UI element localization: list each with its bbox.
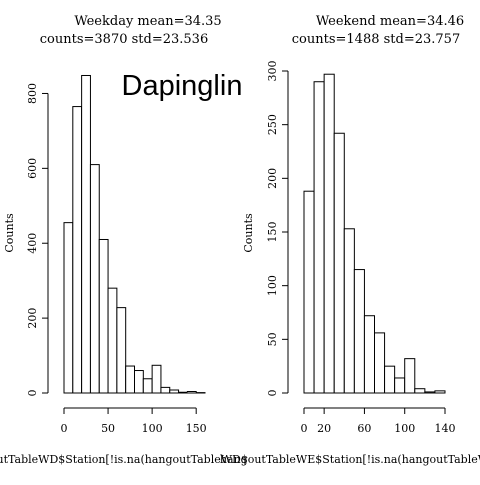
- weekday-subtitle: counts=3870 std=23.536: [40, 32, 208, 47]
- weekday-x-axis-label: hangoutTableWD$Station[!is.na(hangoutTab…: [0, 453, 248, 466]
- weekday-bar-1: [73, 107, 82, 393]
- weekday-x-axis: 0 50 100 150: [61, 408, 207, 435]
- weekend-title: Weekend mean=34.46: [316, 14, 464, 29]
- weekend-y-axis: 0 50 100 150 200 250 300: [266, 61, 288, 397]
- y-tick-label: 50: [266, 332, 279, 346]
- weekday-bar-9: [143, 379, 152, 393]
- weekend-bar-9: [395, 378, 405, 393]
- y-tick-label: 400: [26, 233, 39, 254]
- weekend-bars: [304, 74, 445, 393]
- y-tick-label: 0: [26, 390, 39, 397]
- weekend-bar-11: [415, 389, 425, 393]
- y-tick-label: 100: [266, 275, 279, 296]
- weekday-bar-4: [99, 239, 108, 393]
- weekday-y-axis-label: Counts: [3, 213, 16, 253]
- weekday-bar-12: [170, 390, 179, 393]
- y-tick-label: 600: [26, 158, 39, 179]
- weekend-bar-6: [364, 316, 374, 393]
- x-tick-label: 100: [394, 422, 415, 435]
- weekend-bar-13: [435, 391, 445, 393]
- weekend-bar-1: [314, 82, 324, 393]
- weekday-bar-5: [108, 288, 117, 393]
- x-tick-label: 140: [435, 422, 456, 435]
- weekend-x-axis: 0 20 60 100 140: [301, 408, 456, 435]
- weekend-subtitle: counts=1488 std=23.757: [292, 32, 460, 47]
- weekday-bars: [64, 75, 205, 393]
- y-tick-label: 0: [266, 390, 279, 397]
- x-tick-label: 60: [357, 422, 371, 435]
- weekend-bar-3: [334, 133, 344, 393]
- weekday-bar-0: [64, 223, 73, 393]
- weekday-bar-11: [161, 387, 170, 393]
- weekday-bar-7: [126, 366, 135, 393]
- x-tick-label: 150: [186, 422, 207, 435]
- x-tick-label: 50: [101, 422, 115, 435]
- weekday-bar-13: [179, 392, 188, 393]
- weekend-bar-0: [304, 191, 314, 393]
- x-tick-label: 0: [301, 422, 308, 435]
- x-tick-label: 20: [317, 422, 331, 435]
- y-tick-label: 300: [266, 61, 279, 82]
- weekend-bar-8: [385, 366, 395, 393]
- weekend-bar-4: [344, 229, 354, 393]
- weekday-bar-8: [135, 371, 144, 393]
- y-tick-label: 800: [26, 83, 39, 104]
- weekday-bar-14: [187, 392, 196, 394]
- weekday-bar-3: [90, 165, 99, 393]
- weekday-title: Weekday mean=34.35: [74, 14, 221, 29]
- y-tick-label: 250: [266, 114, 279, 135]
- weekend-bar-10: [405, 359, 415, 393]
- weekday-bar-6: [117, 308, 126, 393]
- weekday-bar-10: [152, 365, 161, 393]
- weekend-bar-7: [375, 333, 385, 393]
- weekend-x-axis-label: hangoutTableWE$Station[!is.na(hangoutTab…: [220, 453, 480, 466]
- weekday-bar-2: [82, 75, 91, 393]
- weekend-y-axis-label: Counts: [242, 213, 255, 253]
- y-tick-label: 200: [266, 168, 279, 189]
- weekend-bar-5: [354, 270, 364, 393]
- x-tick-label: 100: [142, 422, 163, 435]
- x-tick-label: 0: [61, 422, 68, 435]
- y-tick-label: 200: [26, 308, 39, 329]
- watermark-text: Dapinglin: [122, 70, 243, 102]
- weekend-bar-12: [425, 392, 435, 393]
- y-tick-label: 150: [266, 222, 279, 243]
- weekend-bar-2: [324, 74, 334, 393]
- weekend-histogram: Weekend mean=34.46 counts=1488 std=23.75…: [220, 14, 480, 466]
- weekday-y-axis: 0 200 400 600 800: [26, 83, 48, 397]
